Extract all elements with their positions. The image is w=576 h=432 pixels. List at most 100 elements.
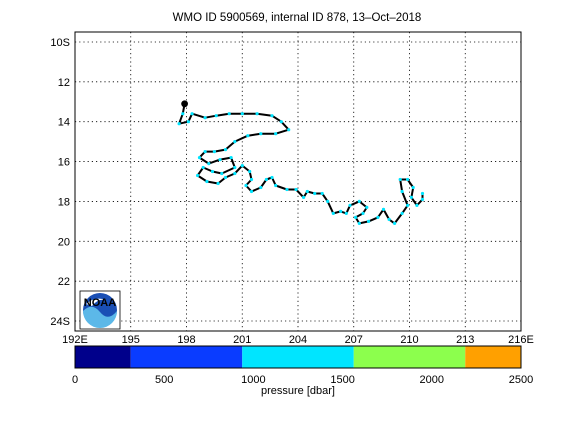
track-point [181,112,185,116]
colorbar-frame [74,345,522,369]
track-point [249,189,254,194]
track-point [274,132,278,136]
longitude-tick-label: 210 [400,334,418,346]
track-point [279,120,283,124]
track-point [201,165,205,170]
float-track-markers [177,102,425,225]
track-point [357,221,361,225]
track-point [406,203,410,207]
track-point [210,169,215,174]
track-point [270,114,274,118]
track-point [270,175,274,180]
track-point [244,183,248,188]
latitude-tick-label: 20 [58,236,70,248]
longitude-tick-label: 213 [456,334,474,346]
map-frame [74,31,522,332]
latitude-tick-label: 14 [58,117,70,129]
track-point [233,140,237,144]
track-point [285,187,289,192]
track-point [227,112,231,116]
longitude-tick-label: 216E [508,334,534,346]
latitude-tick-label: 10S [50,37,70,49]
noaa-logo-text: NOAA [84,297,116,309]
track-point [259,185,263,190]
latitude-tick-label: 18 [58,196,70,208]
track-point [196,173,200,178]
latitude-gridlines [75,41,521,322]
latitude-tick-label: 12 [58,77,70,89]
track-point [331,211,335,215]
track-point [348,203,352,207]
colorbar-segments [75,346,521,368]
track-point [398,177,402,182]
track-point [233,171,237,176]
track-point [229,156,233,160]
colorbar-tick-labels: 0 500 1000 1500 2000 2500 [72,374,533,386]
track-point [339,209,343,213]
track-point [259,132,263,136]
longitude-tick-labels: 192E 195 198 201 204 207 210 213 216E [62,334,534,346]
colorbar-segment [465,346,521,368]
track-point [326,199,330,203]
latitude-tick-label: 24S [50,316,70,328]
track-point [240,112,244,116]
map-plot-area: 10S 12 14 16 18 20 22 24S NOAA [50,31,522,332]
colorbar-tick-label: 2000 [420,374,444,386]
track-point [177,122,181,126]
figure-title: WMO ID 5900569, internal ID 878, 13–Oct–… [173,12,422,24]
track-point [274,183,278,188]
track-point [393,221,397,225]
longitude-tick-label: 192E [62,334,88,346]
track-point [287,128,291,132]
longitude-tick-label: 195 [122,334,140,346]
track-point [186,120,190,124]
colorbar-tick-label: 500 [155,374,173,386]
track-point [216,181,220,186]
track-point [406,177,410,182]
track-point [214,114,218,118]
track-point [354,215,358,219]
latitude-tick-labels: 10S 12 14 16 18 20 22 24S [50,37,70,328]
colorbar-segment [130,346,243,368]
track-point [361,211,365,215]
track-point [203,116,207,120]
track-point [409,195,413,199]
track-point [223,175,228,180]
colorbar-tick-label: 1000 [241,374,265,386]
track-point [313,191,317,196]
track-point [205,179,209,184]
track-point [223,148,228,152]
track-point [218,158,222,162]
latitude-tick-label: 16 [58,157,70,169]
track-point [376,215,380,219]
track-point [207,162,211,166]
track-point [367,219,371,223]
track-point [365,205,369,209]
colorbar-segment [353,346,466,368]
track-point [190,112,194,116]
colorbar-tick-label: 2500 [509,374,533,386]
track-point [220,171,224,176]
colorbar-segment [75,346,131,368]
track-point [381,207,386,211]
colorbar-tick-label: 0 [72,374,78,386]
track-point [420,197,425,201]
pressure-colorbar: 192E 195 198 201 204 207 210 213 216E 0 500 1000 15… [62,334,534,397]
colorbar-tick-label: 1500 [330,374,354,386]
track-point [320,191,324,196]
track-point [357,199,361,203]
track-point [400,211,404,215]
track-point [344,211,348,215]
latitude-tick-label: 22 [58,276,70,288]
track-point [212,150,216,154]
longitude-tick-label: 201 [233,334,251,346]
track-start-marker [181,100,189,108]
colorbar-segment [242,346,354,368]
track-point [294,187,298,192]
track-point [240,164,244,168]
track-point [302,195,306,199]
track-point [411,185,415,190]
longitude-tick-label: 204 [289,334,307,346]
longitude-tick-label: 207 [345,334,363,346]
